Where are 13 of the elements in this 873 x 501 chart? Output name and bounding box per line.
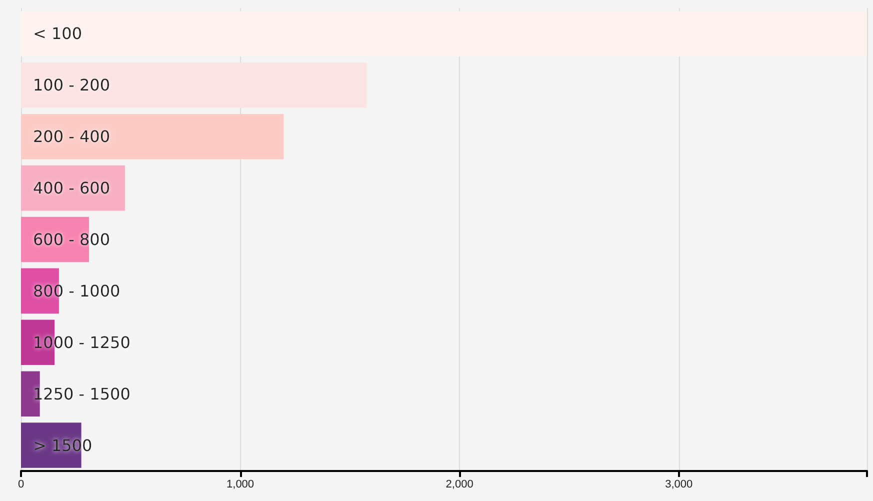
y-tick-label: 400 - 600	[33, 178, 110, 198]
bar	[21, 11, 867, 56]
bar	[21, 62, 367, 108]
bar	[21, 165, 125, 211]
y-tick-label: 100 - 200	[33, 76, 110, 95]
y-tick-label: 600 - 800	[33, 230, 110, 249]
x-tick-label: 2,000	[446, 478, 474, 490]
x-tick-label: 1,000	[226, 478, 254, 490]
y-tick-label: 200 - 400	[33, 127, 110, 146]
x-tick-label: 0	[18, 478, 24, 490]
x-tick-label: 3,000	[665, 478, 693, 490]
bar	[21, 114, 284, 160]
y-tick-label: < 100	[33, 24, 82, 44]
